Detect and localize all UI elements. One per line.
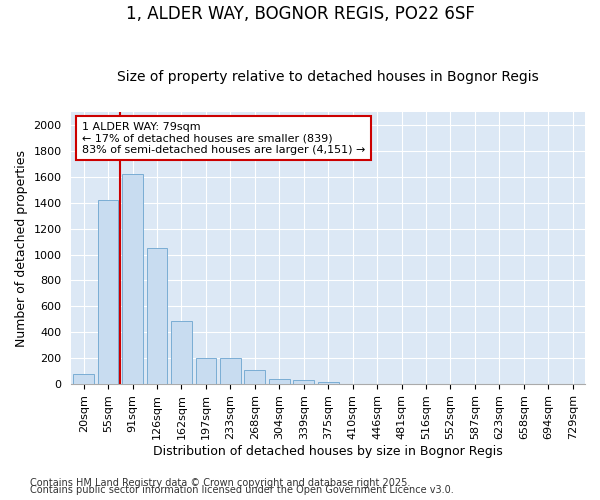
X-axis label: Distribution of detached houses by size in Bognor Regis: Distribution of detached houses by size …: [154, 444, 503, 458]
Bar: [196, 358, 217, 384]
Bar: [244, 370, 265, 384]
Text: 1, ALDER WAY, BOGNOR REGIS, PO22 6SF: 1, ALDER WAY, BOGNOR REGIS, PO22 6SF: [125, 5, 475, 23]
Text: 1 ALDER WAY: 79sqm
← 17% of detached houses are smaller (839)
83% of semi-detach: 1 ALDER WAY: 79sqm ← 17% of detached hou…: [82, 122, 365, 155]
Bar: [269, 379, 290, 384]
Bar: [73, 374, 94, 384]
Y-axis label: Number of detached properties: Number of detached properties: [15, 150, 28, 346]
Bar: [220, 358, 241, 384]
Bar: [146, 248, 167, 384]
Text: Contains HM Land Registry data © Crown copyright and database right 2025.: Contains HM Land Registry data © Crown c…: [30, 478, 410, 488]
Bar: [293, 380, 314, 384]
Bar: [318, 382, 338, 384]
Bar: [98, 200, 118, 384]
Bar: [122, 174, 143, 384]
Text: Contains public sector information licensed under the Open Government Licence v3: Contains public sector information licen…: [30, 485, 454, 495]
Title: Size of property relative to detached houses in Bognor Regis: Size of property relative to detached ho…: [118, 70, 539, 85]
Bar: [171, 320, 192, 384]
